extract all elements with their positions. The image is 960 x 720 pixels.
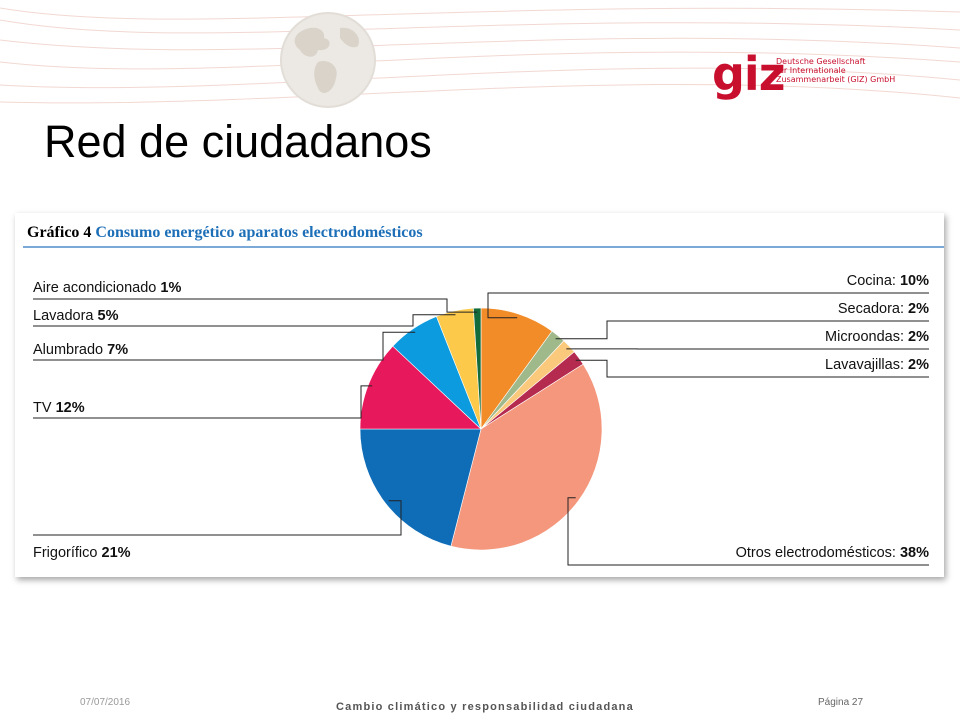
chart-panel: Gráfico 4 Consumo energético aparatos el… bbox=[15, 213, 944, 577]
leader-line-cocina bbox=[487, 292, 929, 319]
slice-label-microondas: Microondas: 2% bbox=[825, 329, 929, 345]
background-decoration bbox=[0, 7, 960, 108]
slice-label-frigorifico: Frigorífico 21% bbox=[33, 545, 131, 561]
giz-logo-line: für Internationale bbox=[776, 66, 846, 75]
slice-label-alumbrado: Alumbrado 7% bbox=[33, 342, 128, 358]
slice-label-cocina: Cocina: 10% bbox=[847, 273, 929, 289]
footer-page-number: Página 27 bbox=[818, 697, 864, 708]
slice-label-otros-electrodomesticos: Otros electrodomésticos: 38% bbox=[736, 545, 930, 561]
slice-label-lavavajillas: Lavavajillas: 2% bbox=[825, 357, 929, 373]
footer-date: 07/07/2016 bbox=[80, 697, 131, 708]
leader-lines bbox=[33, 292, 929, 566]
leader-line-otros-electrodomesticos bbox=[567, 497, 929, 566]
slice-label-lavadora: Lavadora 5% bbox=[33, 308, 119, 324]
chart-header: Gráfico 4 Consumo energético aparatos el… bbox=[27, 222, 423, 244]
leader-line-lavadora bbox=[33, 314, 456, 327]
pie-slices bbox=[359, 307, 603, 551]
leader-line-alumbrado bbox=[33, 331, 416, 361]
pie-slice-frigorifico bbox=[359, 428, 482, 547]
pie-slice-cocina bbox=[480, 307, 553, 430]
giz-logo-text: Deutsche Gesellschaft für Internationale… bbox=[776, 57, 895, 84]
slice-label-tv: TV 12% bbox=[33, 400, 85, 416]
globe-icon bbox=[280, 12, 376, 108]
leader-line-frigorifico bbox=[33, 500, 402, 536]
chart-number: Gráfico 4 bbox=[27, 224, 92, 241]
footer-title: Cambio climático y responsabilidad ciuda… bbox=[336, 701, 634, 713]
leader-line-secadora bbox=[555, 320, 929, 340]
pie-chart: Cocina: 10% Secadora: 2% Microondas: 2% Lav… bbox=[23, 246, 944, 566]
leader-line-lavavajillas bbox=[575, 359, 929, 378]
giz-logo-line: Zusammenarbeit (GIZ) GmbH bbox=[776, 75, 896, 84]
pie-slice-tv bbox=[359, 345, 482, 430]
slide-title: Red de ciudadanos bbox=[44, 116, 432, 167]
pie-slice-otros-electrodomesticos bbox=[450, 363, 603, 551]
chart-title: Consumo energético aparatos electrodomés… bbox=[95, 224, 423, 241]
leader-line-tv bbox=[33, 385, 373, 419]
slice-label-aire-acondicionado: Aire acondicionado 1% bbox=[33, 280, 181, 296]
giz-logo-line: Deutsche Gesellschaft bbox=[776, 57, 866, 66]
giz-logo-word: giz bbox=[712, 47, 785, 101]
slice-label-secadora: Secadora: 2% bbox=[838, 301, 929, 317]
leader-line-aire-acondicionado bbox=[33, 298, 478, 313]
pie-slice-aire-acondicionado bbox=[473, 307, 482, 430]
